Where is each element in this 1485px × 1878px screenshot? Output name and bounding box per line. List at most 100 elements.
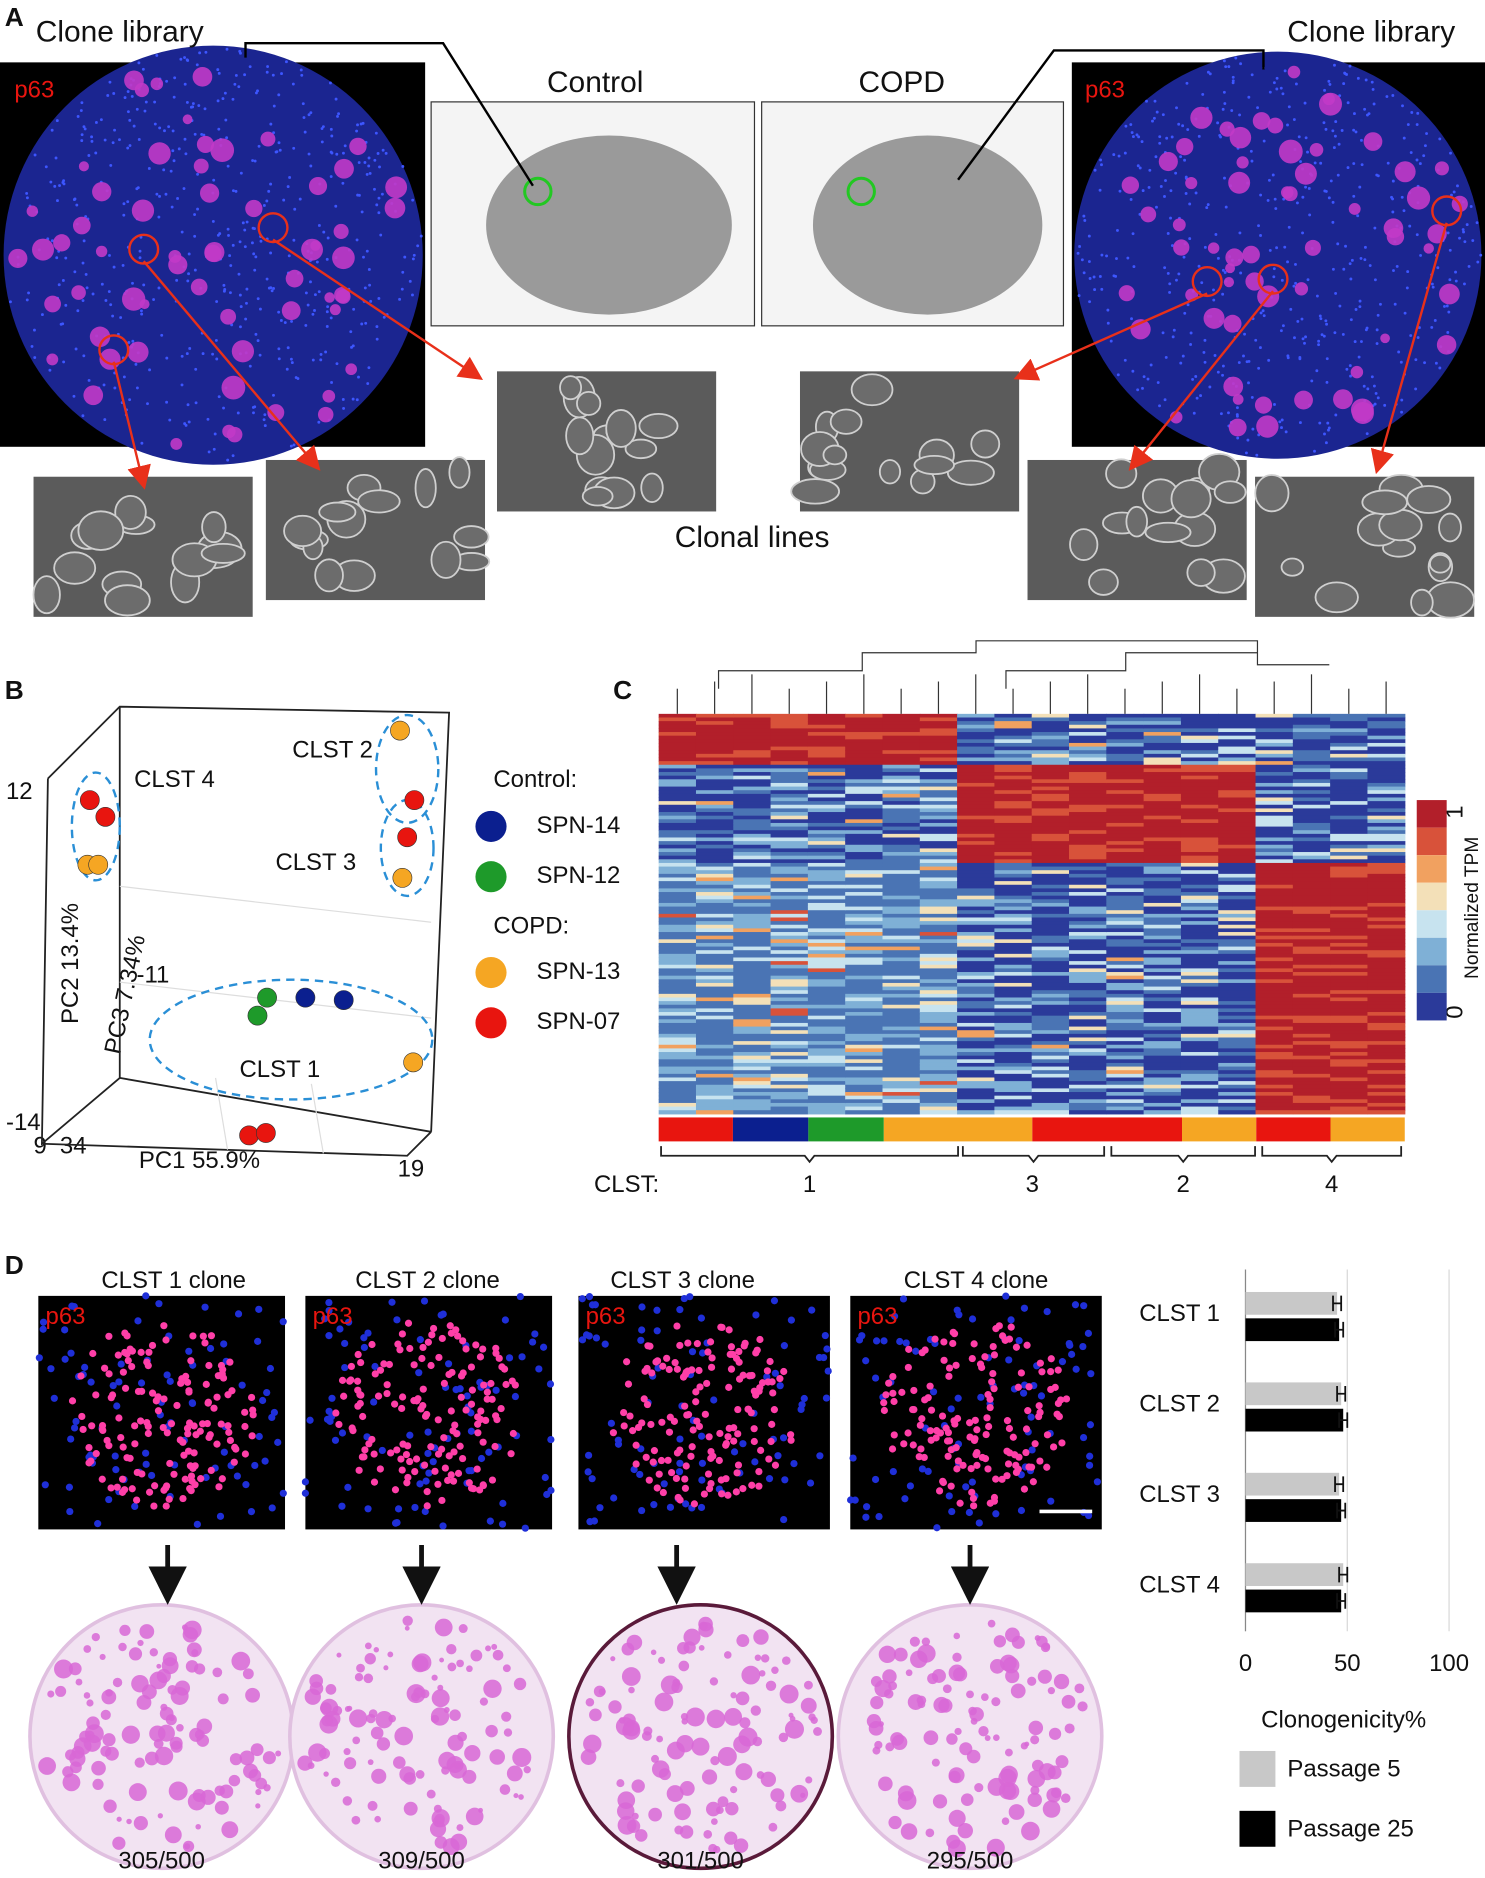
cell (326, 305, 329, 308)
cell (1282, 324, 1285, 327)
heatmap-cell (1293, 961, 1331, 965)
cell (190, 106, 193, 109)
heatmap-cell (808, 859, 846, 863)
heatmap-cell (733, 968, 771, 972)
colony (1305, 240, 1321, 256)
cell (1436, 266, 1439, 269)
cell (263, 418, 266, 421)
heatmap-cell (1069, 867, 1107, 871)
heatmap-cell (882, 1096, 920, 1100)
heatmap-cell (696, 994, 734, 998)
heatmap-cell (1144, 728, 1182, 732)
heatmap-cell (1106, 736, 1144, 740)
heatmap-cell (1144, 794, 1182, 798)
p63-nucleus (696, 1383, 703, 1390)
heatmap-cell (957, 816, 995, 820)
colony-outline (431, 542, 460, 578)
heatmap-cell (696, 965, 734, 969)
colony (1190, 107, 1212, 129)
heatmap-cell (1293, 983, 1331, 987)
heatmap-cell (1293, 1052, 1331, 1056)
heatmap-cell (920, 921, 958, 925)
heatmap-cell (1367, 754, 1405, 758)
colony (212, 1667, 222, 1677)
colony-outline (852, 374, 893, 405)
heatmap-cell (733, 917, 771, 921)
p63-nucleus (197, 1428, 204, 1435)
colony (761, 1654, 769, 1662)
colony (91, 1761, 106, 1776)
p63-nucleus (509, 1377, 516, 1384)
heatmap-cell (1032, 994, 1070, 998)
p63-nucleus (695, 1367, 702, 1374)
cell (1248, 360, 1251, 363)
cell (1136, 388, 1139, 391)
p63-nucleus (496, 1355, 503, 1362)
heatmap-cell (696, 1005, 734, 1009)
cell (312, 359, 315, 362)
p63-nucleus (398, 1405, 405, 1412)
heatmap-cell (1032, 837, 1070, 841)
cell (1304, 186, 1307, 189)
p63-nucleus (650, 1459, 657, 1466)
p63-nucleus (684, 1339, 691, 1346)
heatmap-cell (808, 968, 846, 972)
cell (153, 101, 156, 104)
p63-nucleus (454, 1332, 461, 1339)
p63-nucleus (241, 1409, 248, 1416)
cell (188, 253, 191, 256)
cell (1449, 152, 1452, 155)
heatmap-cell (845, 892, 883, 896)
heatmap-cell (845, 1070, 883, 1074)
heatmap-cell (1032, 979, 1070, 983)
heatmap-cell (1032, 812, 1070, 816)
heatmap-cell (1293, 950, 1331, 954)
cell (1446, 305, 1449, 308)
heatmap-cell (1367, 1085, 1405, 1089)
heatmap-cell (659, 1067, 697, 1071)
cell (329, 82, 332, 85)
colony (698, 1617, 713, 1632)
heatmap-cell (994, 728, 1032, 732)
heatmap-cell (1367, 892, 1405, 896)
heatmap-cell (1181, 830, 1219, 834)
heatmap-cell (1293, 717, 1331, 721)
heatmap-cell (733, 961, 771, 965)
colony (432, 1809, 450, 1827)
cell (218, 395, 221, 398)
p63-nucleus (769, 1378, 776, 1385)
heatmap-cell (1069, 852, 1107, 856)
cell (1186, 82, 1189, 85)
heatmap-cell (1069, 768, 1107, 772)
cell (9, 300, 12, 303)
heatmap-cell (845, 761, 883, 765)
cell (330, 151, 333, 154)
heatmap-cell (771, 896, 809, 900)
cell (240, 172, 243, 175)
heatmap-cell (659, 819, 697, 823)
p63-nucleus (133, 1496, 140, 1503)
heatmap-cell (696, 877, 734, 881)
cell (1081, 258, 1084, 261)
cell (1376, 342, 1379, 345)
nucleus (66, 1508, 73, 1515)
heatmap-cell (659, 794, 697, 798)
heatmap-cell (1293, 1096, 1331, 1100)
nucleus (820, 1354, 827, 1361)
heatmap-cell (1106, 776, 1144, 780)
heatmap-cell (771, 837, 809, 841)
heatmap-cell (1293, 914, 1331, 918)
nucleus (42, 1481, 49, 1488)
colony (667, 1742, 685, 1760)
cell (1239, 62, 1242, 65)
heatmap-cell (920, 779, 958, 783)
heatmap-cell (1144, 1107, 1182, 1111)
p63-nucleus (660, 1489, 667, 1496)
heatmap-cell (1181, 1074, 1219, 1078)
cell (229, 291, 232, 294)
heatmap-cell (771, 768, 809, 772)
cell (284, 321, 287, 324)
colony (432, 1675, 438, 1681)
colony (119, 1625, 130, 1636)
p63-nucleus (971, 1340, 978, 1347)
